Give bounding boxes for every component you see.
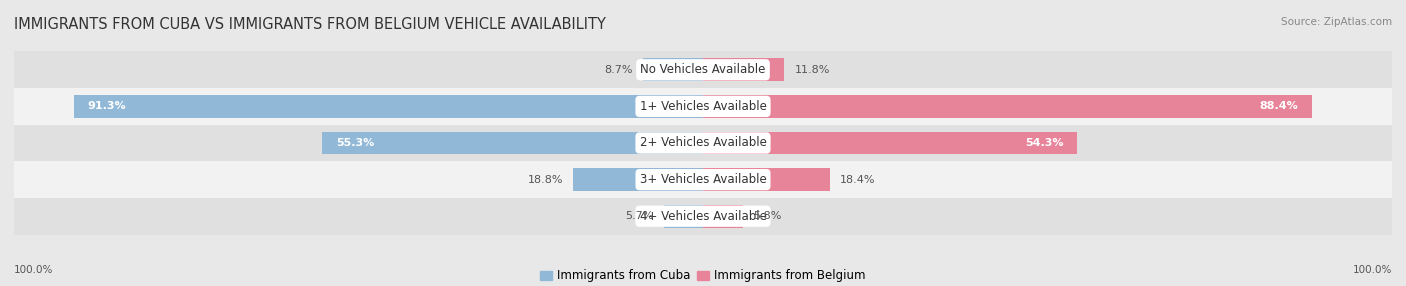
Text: 100.0%: 100.0% xyxy=(14,265,53,275)
Bar xyxy=(14,198,1392,235)
Bar xyxy=(703,58,785,81)
Bar xyxy=(14,161,1392,198)
Text: 8.7%: 8.7% xyxy=(605,65,633,75)
Bar xyxy=(703,95,1312,118)
Text: 100.0%: 100.0% xyxy=(1353,265,1392,275)
Bar xyxy=(14,125,1392,161)
Text: 2+ Vehicles Available: 2+ Vehicles Available xyxy=(640,136,766,150)
Text: 1+ Vehicles Available: 1+ Vehicles Available xyxy=(640,100,766,113)
Bar xyxy=(574,168,703,191)
Text: No Vehicles Available: No Vehicles Available xyxy=(640,63,766,76)
Text: 4+ Vehicles Available: 4+ Vehicles Available xyxy=(640,210,766,223)
Bar xyxy=(75,95,703,118)
Text: 18.8%: 18.8% xyxy=(527,175,564,184)
Bar xyxy=(703,168,830,191)
Text: 54.3%: 54.3% xyxy=(1025,138,1063,148)
Bar xyxy=(14,88,1392,125)
Bar xyxy=(643,58,703,81)
Bar xyxy=(703,132,1077,154)
Legend: Immigrants from Cuba, Immigrants from Belgium: Immigrants from Cuba, Immigrants from Be… xyxy=(536,265,870,286)
Bar xyxy=(14,51,1392,88)
Bar xyxy=(664,205,703,228)
Text: 88.4%: 88.4% xyxy=(1260,102,1298,111)
Text: 18.4%: 18.4% xyxy=(841,175,876,184)
Text: 3+ Vehicles Available: 3+ Vehicles Available xyxy=(640,173,766,186)
Text: 91.3%: 91.3% xyxy=(87,102,127,111)
Text: 5.8%: 5.8% xyxy=(754,211,782,221)
Text: 55.3%: 55.3% xyxy=(336,138,374,148)
Bar xyxy=(703,205,742,228)
Text: IMMIGRANTS FROM CUBA VS IMMIGRANTS FROM BELGIUM VEHICLE AVAILABILITY: IMMIGRANTS FROM CUBA VS IMMIGRANTS FROM … xyxy=(14,17,606,32)
Bar xyxy=(322,132,703,154)
Text: 5.7%: 5.7% xyxy=(626,211,654,221)
Text: Source: ZipAtlas.com: Source: ZipAtlas.com xyxy=(1281,17,1392,27)
Text: 11.8%: 11.8% xyxy=(794,65,830,75)
